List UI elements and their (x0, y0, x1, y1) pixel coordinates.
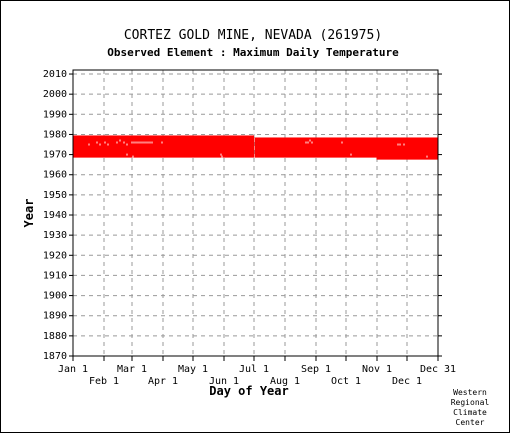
missing-day-mark (307, 141, 309, 144)
plot-area (72, 69, 439, 357)
chart-title: CORTEZ GOLD MINE, NEVADA (261975) (124, 28, 382, 43)
missing-day-mark (145, 141, 147, 144)
x-tick-label: Jun 1 (209, 376, 239, 387)
missing-day-mark (123, 141, 125, 144)
missing-day-mark (350, 153, 352, 156)
missing-day-mark (104, 141, 106, 144)
missing-day-mark (143, 141, 145, 144)
x-tick-label: Jul 1 (239, 364, 269, 375)
y-tick-label: 1890 (43, 311, 67, 322)
x-tick-label: Mar 1 (117, 364, 147, 375)
y-tick-label: 1940 (43, 210, 67, 221)
y-tick-label: 1930 (43, 230, 67, 241)
missing-day-mark (147, 141, 149, 144)
missing-day-mark (139, 141, 141, 144)
missing-day-mark (135, 141, 137, 144)
missing-day-mark (137, 141, 139, 144)
x-tick-label: Jan 1 (58, 364, 88, 375)
credit-line: Center (455, 418, 485, 427)
missing-day-mark (99, 143, 101, 146)
grid (73, 70, 438, 356)
missing-day-mark (119, 139, 121, 142)
data-block (254, 137, 377, 158)
missing-day-mark (305, 141, 307, 144)
credit-line: Regional (450, 398, 490, 407)
y-tick-label: 1910 (43, 270, 67, 281)
y-tick-label: 1980 (43, 129, 67, 140)
x-tick-label: Apr 1 (148, 376, 178, 387)
x-tick-label: Dec 31 (420, 364, 456, 375)
missing-day-mark (126, 153, 128, 156)
y-tick-label: 1870 (43, 351, 67, 362)
x-tick-label: Aug 1 (270, 376, 300, 387)
credit-line: Western (453, 388, 487, 397)
missing-day-mark (149, 141, 151, 144)
missing-day-mark (161, 141, 163, 144)
missing-day-mark (96, 141, 98, 144)
missing-day-mark (116, 141, 118, 144)
missing-day-mark (311, 141, 313, 144)
y-axis: 1870 1880 1890 1900 1910 1920 1930 1940 1950 1960… (43, 69, 442, 362)
missing-day-mark (309, 139, 311, 142)
x-tick-label: May 1 (178, 364, 208, 375)
credit-line: Climate (453, 408, 487, 417)
missing-day-mark (426, 155, 428, 158)
missing-day-mark (131, 141, 133, 144)
data-marks (72, 135, 438, 160)
missing-day-mark (107, 143, 109, 146)
missing-day-mark (132, 155, 134, 158)
chart-subtitle: Observed Element : Maximum Daily Tempera… (107, 46, 399, 59)
missing-day-mark (221, 155, 223, 158)
x-tick-label: Sep 1 (301, 364, 331, 375)
missing-day-mark (397, 143, 399, 146)
x-axis: Jan 1 Mar 1 May 1 Jul 1 Sep 1 Nov 1 Dec 31 Feb … (58, 356, 456, 387)
x-tick-label: Nov 1 (362, 364, 392, 375)
missing-day-mark (220, 153, 222, 156)
missing-day-mark (151, 141, 153, 144)
data-block (72, 135, 254, 158)
missing-day-mark (399, 143, 401, 146)
y-tick-label: 1990 (43, 109, 67, 120)
y-tick-label: 1950 (43, 190, 67, 201)
y-tick-label: 2000 (43, 89, 67, 100)
y-tick-label: 1880 (43, 331, 67, 342)
x-tick-label: Oct 1 (331, 376, 361, 387)
y-tick-label: 1920 (43, 250, 67, 261)
missing-day-mark (403, 143, 405, 146)
y-tick-label: 1960 (43, 170, 67, 181)
missing-data-marks (88, 139, 428, 158)
missing-day-mark (88, 143, 90, 146)
missing-day-mark (141, 141, 143, 144)
x-axis-label: Day of Year (209, 384, 288, 398)
y-tick-label: 1900 (43, 291, 67, 302)
x-tick-label: Dec 1 (392, 376, 422, 387)
missing-day-mark (126, 143, 128, 146)
missing-day-mark (133, 141, 135, 144)
x-tick-label: Feb 1 (89, 376, 119, 387)
y-tick-label: 1970 (43, 150, 67, 161)
y-tick-label: 2010 (43, 69, 67, 80)
wrcc-credit: Western Regional Climate Center (435, 388, 505, 428)
missing-day-mark (341, 141, 343, 144)
y-axis-label: Year (22, 199, 36, 228)
data-block (376, 137, 438, 160)
